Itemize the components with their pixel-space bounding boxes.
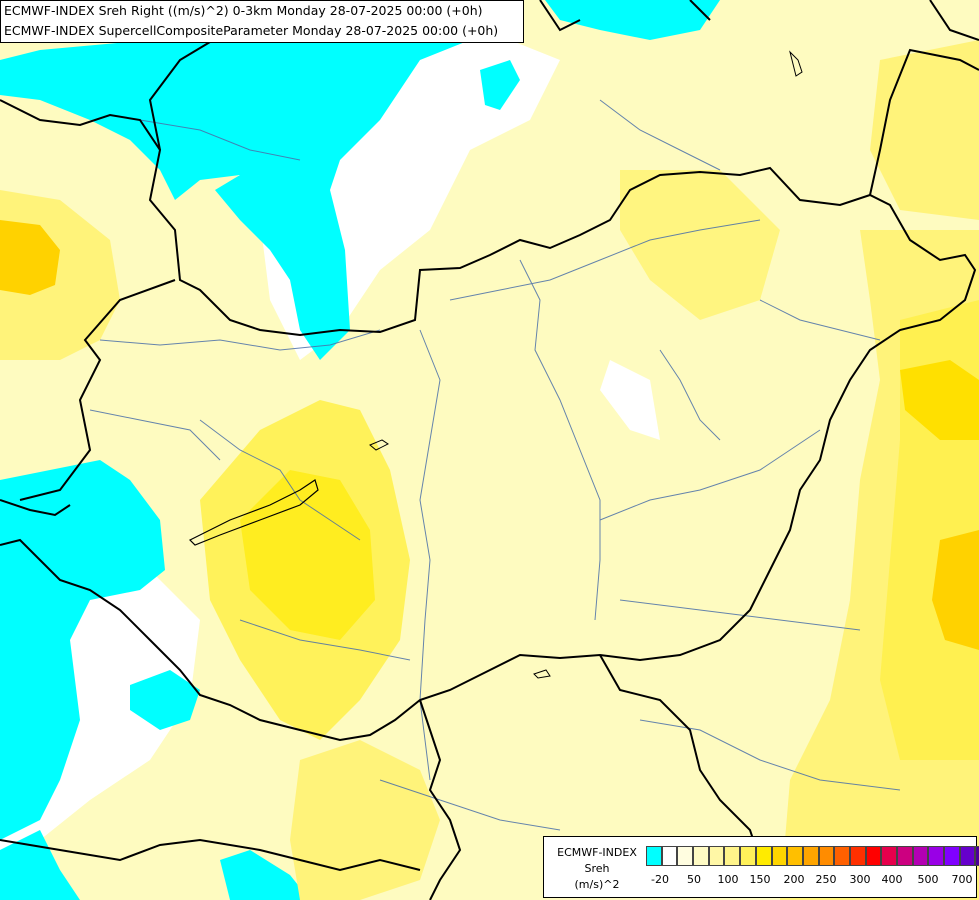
small-lake-3 [533,669,551,679]
cyan-region-south [0,830,80,900]
orange-region-east-north [900,360,979,440]
cyan-region-west [0,460,165,840]
orange-region-east [932,530,979,650]
legend-tick-label: 50 [687,873,701,886]
yellow-region-south [290,740,440,900]
legend-ticks: -20 50 100 150 200 250 300 400 500 700 [646,873,976,889]
legend-swatch [677,846,694,866]
legend-tick-label: 100 [717,873,739,886]
yellow-region-northeast [870,40,979,220]
legend-swatch [771,846,788,866]
legend-tick-label: 300 [849,873,871,886]
legend-tick-label: 400 [881,873,903,886]
legend-tick-label: 150 [749,873,771,886]
lake [188,479,319,546]
rivers [89,99,901,831]
legend-tick-label: 500 [917,873,939,886]
legend-swatch [724,846,741,866]
legend-swatch [755,846,772,866]
legend-swatches [646,846,979,866]
legend-tick-label: 700 [951,873,973,886]
legend-swatch [693,846,709,866]
white-area-center [600,360,660,440]
legend-swatch [944,846,960,866]
legend-swatch [818,846,835,866]
cyan-region-north [0,0,470,360]
legend-tick-label: 250 [815,873,837,886]
small-lake-2 [369,439,389,451]
yellow-region-mid [620,170,780,320]
title-line-1: ECMWF-INDEX Sreh Right ((m/s)^2) 0-3km M… [4,3,483,18]
yellow-region-core [240,470,375,640]
legend-swatch [912,846,929,866]
legend-model-name: ECMWF-INDEX [557,846,637,859]
legend-swatch [740,846,756,866]
legend-parameter: Sreh [584,862,610,875]
legend-tick-label: 200 [783,873,805,886]
title-line-2: ECMWF-INDEX SupercellCompositeParameter … [4,23,499,38]
legend-swatch [959,846,976,866]
legend-swatch [975,846,979,866]
legend-swatch [897,846,913,866]
legend-swatch [708,846,725,866]
legend-tick-label: -20 [651,873,669,886]
legend-swatch [849,846,866,866]
legend-swatch [802,846,819,866]
legend-swatch [881,846,897,866]
legend-swatch [646,846,662,866]
legend-swatch [661,846,678,866]
color-legend: ECMWF-INDEX Sreh (m/s)^2 -20 50 100 150 200 2… [543,836,979,898]
legend-swatch [928,846,945,866]
cyan-region-southwest [130,670,200,730]
cyan-region-north-east [545,0,720,40]
legend-swatch [865,846,882,866]
orange-region-west [0,220,60,295]
map-title-box: ECMWF-INDEX Sreh Right ((m/s)^2) 0-3km M… [0,0,524,43]
legend-swatch [834,846,850,866]
cyan-blob-northeast [480,60,520,110]
legend-swatch [787,846,803,866]
legend-unit: (m/s)^2 [574,878,620,891]
small-lake-1 [789,50,803,77]
cyan-region-bottom [220,850,310,900]
